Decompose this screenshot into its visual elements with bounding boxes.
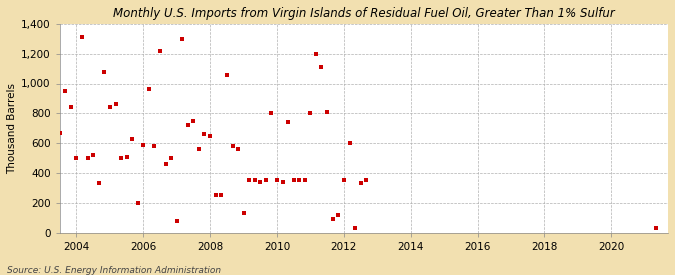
Point [144,87,155,92]
Point [88,153,99,157]
Point [60,89,71,93]
Point [322,110,333,114]
Point [155,48,165,53]
Point [249,178,260,183]
Point [232,147,243,151]
Point [283,120,294,125]
Point [110,102,121,107]
Point [216,193,227,197]
Point [132,200,143,205]
Point [361,178,372,183]
Point [227,144,238,148]
Point [333,213,344,217]
Point [171,218,182,223]
Point [115,156,126,160]
Point [182,123,193,127]
Point [82,156,93,160]
Point [238,211,249,215]
Point [344,141,355,145]
Y-axis label: Thousand Barrels: Thousand Barrels [7,83,17,174]
Point [650,226,661,230]
Point [294,178,305,183]
Point [127,136,138,141]
Point [271,178,282,183]
Point [49,208,59,212]
Point [77,35,88,40]
Point [244,178,254,183]
Point [288,178,299,183]
Point [71,156,82,160]
Point [211,193,221,197]
Point [299,178,310,183]
Point [161,162,171,166]
Point [122,154,132,159]
Point [138,142,148,147]
Point [305,111,316,116]
Point [327,217,338,221]
Point [177,37,188,41]
Point [221,72,232,77]
Point [99,69,109,74]
Point [205,133,215,138]
Point [149,144,160,148]
Point [261,178,271,183]
Point [310,51,321,56]
Point [266,111,277,116]
Point [65,105,76,109]
Point [255,180,266,184]
Point [194,147,205,151]
Point [105,105,115,109]
Point [316,65,327,69]
Point [199,132,210,136]
Point [350,226,360,230]
Point [188,119,199,123]
Point [93,181,104,186]
Text: Source: U.S. Energy Information Administration: Source: U.S. Energy Information Administ… [7,266,221,275]
Point [355,181,366,186]
Point [338,178,349,183]
Point [55,130,65,135]
Point [277,180,288,184]
Title: Monthly U.S. Imports from Virgin Islands of Residual Fuel Oil, Greater Than 1% S: Monthly U.S. Imports from Virgin Islands… [113,7,615,20]
Point [165,156,176,160]
